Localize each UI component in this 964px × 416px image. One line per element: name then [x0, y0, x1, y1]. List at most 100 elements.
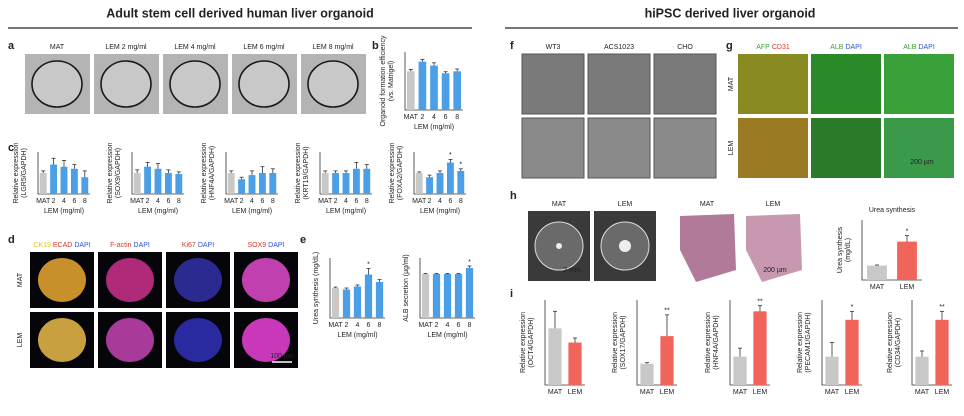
x-tick-label: 8 [378, 322, 382, 329]
bar [81, 177, 89, 194]
bar [258, 173, 266, 194]
bar [640, 363, 654, 385]
bar [733, 356, 747, 385]
y-axis-label: (FOXA2/GAPDH) [397, 146, 404, 200]
bar [364, 274, 373, 318]
x-tick-label: MAT [328, 322, 343, 329]
bar [352, 168, 360, 194]
organoid [38, 318, 86, 362]
organoid [31, 60, 83, 108]
x-tick-label: 4 [438, 198, 442, 205]
x-tick-label: 4 [62, 198, 66, 205]
bar [269, 173, 277, 194]
bar [548, 328, 562, 385]
organoid [556, 243, 562, 249]
y-axis-label: Relative expression [389, 142, 396, 203]
y-axis-label: Relative expression [13, 142, 20, 203]
x-tick-label: 2 [435, 322, 439, 329]
x-tick-label: LEM [568, 389, 583, 396]
fluorescence-image [811, 118, 881, 178]
fluorescence-image [884, 118, 954, 178]
y-axis-label: (HNF4A/GAPDH) [209, 146, 216, 200]
image-label: LEM [618, 201, 633, 208]
bar [332, 173, 340, 194]
x-tick-label: 4 [250, 198, 254, 205]
stain-word: DAPI [918, 44, 934, 51]
bar [825, 356, 839, 385]
bar [418, 61, 427, 110]
y-axis-label: Relative expression [797, 312, 804, 373]
micrograph [653, 117, 717, 179]
x-tick-label: 4 [344, 198, 348, 205]
micrograph [587, 53, 651, 115]
x-axis-label: LEM (mg/ml) [337, 332, 377, 339]
micrograph [521, 117, 585, 179]
stain-word: CK19 [33, 242, 51, 249]
panel-letter: b [372, 40, 379, 52]
x-axis-label: LEM (mg/ml) [420, 208, 460, 215]
bar [331, 288, 340, 318]
row-label: LEM [728, 141, 735, 156]
x-tick-label: LEM [845, 389, 860, 396]
organoid [38, 258, 86, 302]
x-tick-label: 6 [354, 198, 358, 205]
y-axis-label: (KRT19/GAPDH) [303, 146, 310, 199]
bar [915, 356, 929, 385]
x-tick-label: 8 [365, 198, 369, 205]
bar [897, 241, 917, 280]
bar [454, 274, 463, 318]
bar [175, 174, 183, 194]
x-tick-label: 6 [166, 198, 170, 205]
image-label: LEM 4 mg/ml [174, 44, 216, 51]
bar [353, 286, 362, 318]
bar [430, 65, 438, 110]
header: hiPSC derived liver organoid [645, 6, 816, 20]
y-axis-label: (OCT4/GAPDH) [528, 317, 535, 367]
significance: ** [939, 304, 945, 311]
bar [406, 71, 415, 110]
image-label: CHO [677, 44, 693, 51]
image-label: WT3 [546, 44, 561, 51]
bar [164, 173, 172, 194]
y-axis-label: Relative expression [887, 312, 894, 373]
organoid [174, 318, 222, 362]
y-axis-label: Relative expression [201, 142, 208, 203]
y-axis-label: (LGR5/GAPDH) [21, 148, 28, 198]
organoid [238, 60, 290, 108]
x-tick-label: LEM [935, 389, 950, 396]
stain-word: Ki67 [182, 242, 196, 249]
x-tick-label: MAT [733, 389, 748, 396]
bar [457, 170, 465, 194]
panel-letter: e [300, 234, 306, 246]
y-axis-label: Relative expression [107, 142, 114, 203]
bar [465, 268, 474, 318]
stain-word: AFP [756, 44, 770, 51]
x-tick-label: 2 [428, 198, 432, 205]
stain-label: AFP CD31 [756, 44, 790, 51]
organoid [106, 318, 154, 362]
x-tick-label: MAT [915, 389, 930, 396]
stain-word: CD31 [772, 44, 790, 51]
bar [867, 265, 887, 280]
y-axis-label: (vs. Matrigel) [388, 61, 395, 101]
x-tick-label: 6 [457, 322, 461, 329]
image-label: MAT [50, 44, 65, 51]
stain-word: DAPI [198, 242, 214, 249]
bar [421, 274, 430, 318]
bar [753, 311, 767, 385]
x-tick-label: MAT [318, 198, 333, 205]
stain-word: F-actin [110, 242, 132, 249]
panel-letter: a [8, 40, 15, 52]
bar [441, 73, 450, 110]
x-tick-label: MAT [870, 284, 885, 291]
x-tick-label: 8 [83, 198, 87, 205]
y-axis-label: (SOX9/GAPDH) [115, 148, 122, 198]
x-tick-label: LEM [900, 284, 915, 291]
image-label: LEM 6 mg/ml [243, 44, 285, 51]
stain-word: ECAD [53, 242, 72, 249]
x-tick-label: 8 [455, 114, 459, 121]
x-axis-label: LEM (mg/ml) [232, 208, 272, 215]
stain-label: Ki67 DAPI [182, 242, 214, 249]
stain-word: SOX9 [247, 242, 266, 249]
bar [248, 175, 256, 194]
